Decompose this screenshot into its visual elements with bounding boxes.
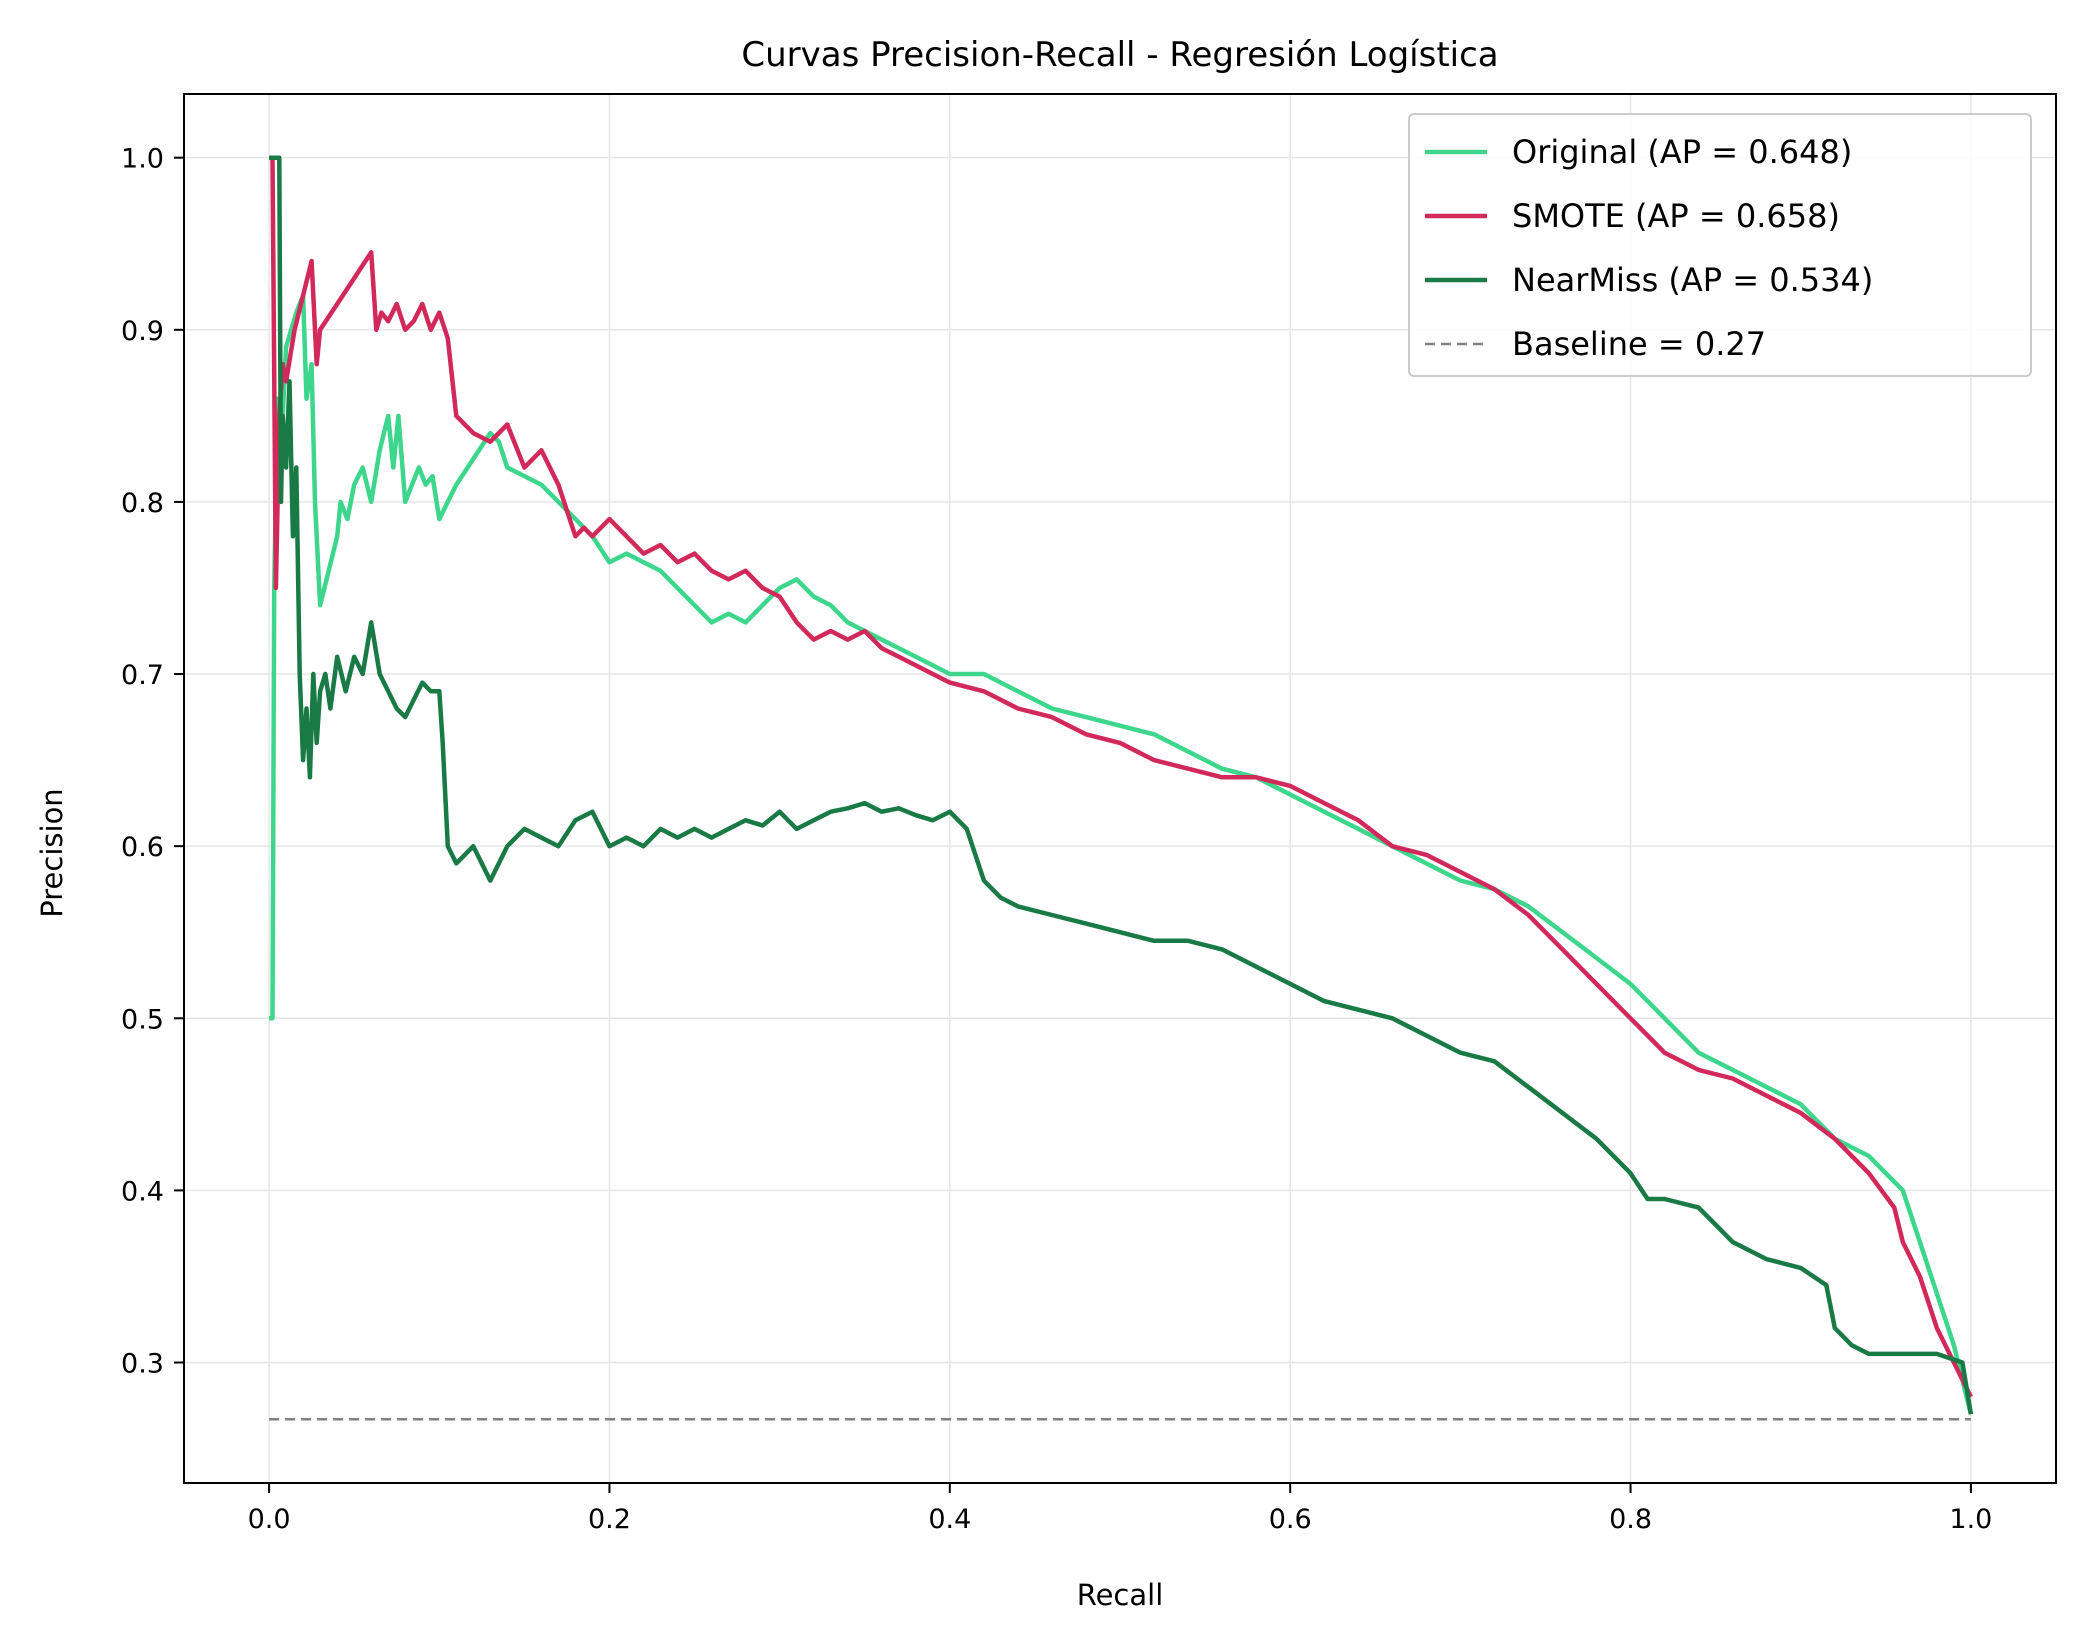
legend-label-original: Original (AP = 0.648) <box>1512 133 1852 171</box>
grid <box>184 94 2056 1483</box>
y-tick-label: 0.7 <box>121 660 164 691</box>
legend: Original (AP = 0.648) SMOTE (AP = 0.658) N… <box>1408 113 2032 377</box>
legend-box <box>1408 113 2032 377</box>
y-tick-label: 0.5 <box>121 1004 164 1035</box>
x-tick-label: 0.4 <box>928 1504 971 1535</box>
y-tick-label: 0.9 <box>121 316 164 347</box>
series-line-nearmiss <box>269 155 1974 1415</box>
x-tick-label: 1.0 <box>1949 1504 1992 1535</box>
y-tick-label: 0.3 <box>121 1349 164 1380</box>
y-tick-label: 1.0 <box>121 144 164 175</box>
y-tick-label: 0.4 <box>121 1176 164 1207</box>
x-tick-label: 0.0 <box>248 1504 291 1535</box>
legend-label-baseline: Baseline = 0.27 <box>1512 325 1766 363</box>
y-axis-label: Precision <box>35 788 69 917</box>
series-lines <box>269 155 1974 1421</box>
chart-title: Curvas Precision-Recall - Regresión Logí… <box>741 35 1498 75</box>
legend-label-nearmiss: NearMiss (AP = 0.534) <box>1512 261 1873 299</box>
axis-ticks: 0.0 0.2 0.4 0.6 0.8 1.0 0.3 0.4 0.5 0.6 0.7 0.8 0.9 1… <box>121 144 1992 1535</box>
series-line-smote <box>270 157 1973 1398</box>
series-line-original <box>269 293 1974 1415</box>
x-tick-label: 0.6 <box>1269 1504 1312 1535</box>
legend-label-smote: SMOTE (AP = 0.658) <box>1512 197 1840 235</box>
plot-frame <box>183 93 2057 1484</box>
x-tick-label: 0.2 <box>588 1504 631 1535</box>
x-axis-label: Recall <box>1077 1578 1164 1612</box>
y-tick-label: 0.8 <box>121 488 164 519</box>
y-tick-label: 0.6 <box>121 832 164 863</box>
x-tick-label: 0.8 <box>1609 1504 1652 1535</box>
